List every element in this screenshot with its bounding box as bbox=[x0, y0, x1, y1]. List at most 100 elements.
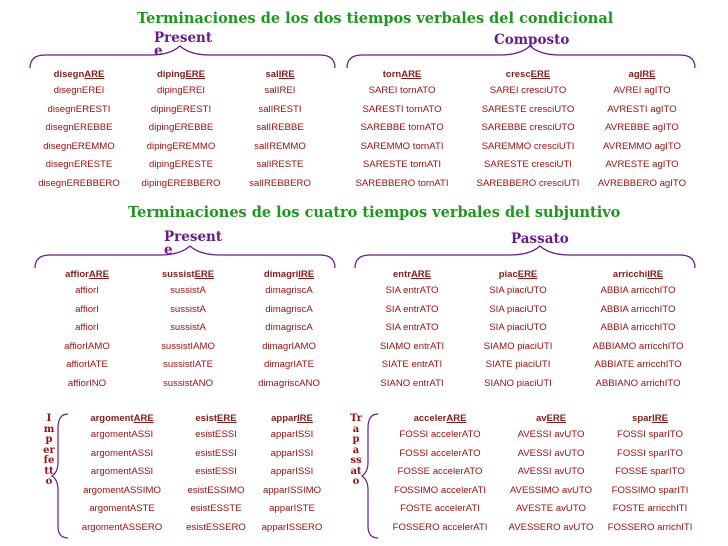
conjugation-cell: apparISSIMO bbox=[262, 484, 322, 496]
conjugation-cell: ABBIAMO arricchITO bbox=[592, 340, 684, 352]
header-stem: disegn bbox=[53, 69, 85, 80]
conjugation-cell: disegnERESTE bbox=[45, 159, 113, 171]
conjugation-cell: SARESTE cresciUTO bbox=[481, 103, 575, 115]
header-ending: ERE bbox=[517, 269, 538, 280]
conjugation-cell: argomentASSERO bbox=[81, 521, 163, 533]
conjugation-cell: AVESTE avUTO bbox=[515, 503, 587, 515]
conjugation-cell: FOSSERO accelerATI bbox=[392, 521, 488, 533]
conjugation-cell: esistESSIMO bbox=[187, 484, 245, 496]
conjugation-cell: AVESSI avUTO bbox=[517, 466, 585, 478]
title-congiuntivo: Terminaciones de los cuatro tiempos verb… bbox=[128, 204, 621, 221]
header-ending: IRE bbox=[647, 269, 664, 280]
conjugation-cell: salIREMMO bbox=[254, 140, 306, 152]
column-header: tornARE bbox=[383, 68, 422, 82]
conjugation-cell: SIATE entrATI bbox=[381, 359, 443, 371]
conjugation-cell: disegnEREMMO bbox=[43, 140, 115, 152]
column-header: sussistERE bbox=[162, 268, 214, 282]
conjugation-cell: SIATE piaciUTI bbox=[485, 359, 551, 371]
conjugation-cell: salIREI bbox=[264, 85, 296, 96]
conjugation-cell: ABBIA arricchITO bbox=[600, 303, 676, 315]
conjugation-cell: affiorI bbox=[75, 322, 99, 334]
header-ending: ARE bbox=[84, 69, 105, 80]
header-stem: affior bbox=[65, 269, 89, 280]
header-stem: cresc bbox=[505, 69, 531, 80]
conjugation-cell: sussistA bbox=[170, 285, 206, 296]
conjugation-cell: FOSTE accelerATI bbox=[400, 503, 480, 515]
header-ending: ERE bbox=[185, 69, 206, 80]
conjugation-cell: SIANO entrATI bbox=[380, 377, 444, 389]
column-header: apparIRE bbox=[271, 412, 313, 426]
subj-passato-column-ere: piacERE SIA piaciUTO SIA piaciUTO SIA piaci… bbox=[448, 268, 588, 394]
header-stem: torn bbox=[382, 69, 402, 80]
conjugation-cell: SIAMO piaciUTI bbox=[483, 340, 553, 352]
column-header: piacERE bbox=[499, 268, 538, 282]
conjugation-cell: affiorINO bbox=[67, 377, 107, 389]
conjugation-cell: SAREBBE tornATO bbox=[360, 122, 444, 134]
column-header: crescERE bbox=[506, 68, 550, 82]
conjugation-cell: SIA piaciUTO bbox=[489, 322, 547, 334]
conjugation-cell: sussistA bbox=[170, 303, 206, 315]
column-header: sparIRE bbox=[632, 412, 668, 426]
conjugation-cell: SIA entrATO bbox=[385, 303, 439, 315]
conjugation-cell: affiorIATE bbox=[66, 359, 108, 371]
conjugation-cell: SIANO piaciUTI bbox=[484, 377, 552, 389]
brace-subj-passato bbox=[354, 245, 696, 269]
header-stem: esist bbox=[195, 413, 218, 424]
conjugation-cell: SARESTE tornATI bbox=[362, 159, 442, 171]
conjugation-cell: sussistA bbox=[170, 322, 206, 334]
column-header: salIRE bbox=[265, 68, 294, 82]
label-subj-passato: Passato bbox=[511, 231, 569, 247]
conjugation-cell: affiorI bbox=[75, 285, 99, 296]
brace-cond-composto bbox=[346, 45, 696, 69]
header-ending: ARE bbox=[446, 413, 467, 424]
conjugation-cell: dipingEREMMO bbox=[146, 140, 216, 152]
conjugation-cell: SAREBBERO tornATI bbox=[355, 177, 449, 189]
conjugation-cell: argomentASSI bbox=[90, 429, 154, 440]
conjugation-cell: dipingERESTE bbox=[149, 159, 213, 171]
conjugation-cell: dimagriscANO bbox=[258, 377, 320, 389]
column-header: arricchiIRE bbox=[613, 268, 663, 282]
conjugation-cell: ABBIA arricchITO bbox=[600, 322, 676, 334]
header-ending: IRE bbox=[278, 69, 295, 80]
subj-imperfetto-column-are: argomentARE argomentASSI argomentASSI argom… bbox=[52, 412, 192, 538]
conjugation-cell: disegnERESTI bbox=[47, 103, 111, 115]
conjugation-cell: ABBIATE arricchITO bbox=[594, 359, 682, 371]
cond-composto-column-ere: crescERE SAREI cresciUTO SARESTE cresciUTO… bbox=[458, 68, 598, 194]
header-stem: sussist bbox=[161, 269, 195, 280]
conjugation-cell: AVREBBE agITO bbox=[605, 122, 679, 134]
conjugation-cell: SAREI tornATO bbox=[368, 85, 436, 96]
conjugation-cell: SIA piaciUTO bbox=[489, 303, 547, 315]
conjugation-cell: FOSSI accelerATO bbox=[399, 429, 481, 440]
conjugation-cell: dipingEREI bbox=[157, 85, 205, 96]
conjugation-cell: SARESTI tornATO bbox=[362, 103, 442, 115]
conjugation-cell: affiorI bbox=[75, 303, 99, 315]
conjugation-cell: FOSSI sparITO bbox=[617, 447, 683, 459]
column-header: entrARE bbox=[393, 268, 431, 282]
header-ending: ARE bbox=[410, 269, 431, 280]
title-condizionale: Terminaciones de los dos tiempos verbale… bbox=[137, 10, 614, 27]
conjugation-cell: SAREBBE cresciUTO bbox=[481, 122, 575, 134]
conjugation-cell: esistESSI bbox=[195, 466, 237, 478]
conjugation-cell: dimagrIATE bbox=[264, 359, 314, 371]
conjugation-cell: SAREBBERO cresciUTI bbox=[476, 177, 580, 189]
header-ending: ERE bbox=[217, 413, 237, 424]
header-stem: appar bbox=[271, 413, 298, 424]
subj-present-column-are: affiorARE affiorI affiorI affiorI affiorIAMO… bbox=[17, 268, 157, 394]
header-stem: acceler bbox=[413, 413, 447, 424]
conjugation-cell: apparISTE bbox=[269, 503, 315, 515]
column-header: accelerARE bbox=[414, 412, 467, 426]
label-subj-presente: Present e bbox=[164, 229, 223, 258]
conjugation-cell: salIREBBERO bbox=[249, 177, 311, 189]
conjugation-cell: AVESSIMO avUTO bbox=[509, 484, 593, 496]
cond-present-column-ire: salIRE salIREI salIRESTI salIREBBE salIREMMO… bbox=[210, 68, 350, 194]
conjugation-cell: apparISSI bbox=[270, 429, 314, 440]
conjugation-cell: SIA entrATO bbox=[385, 322, 439, 334]
conjugation-cell: argomentASTE bbox=[89, 503, 155, 515]
header-ending: IRE bbox=[652, 413, 668, 424]
conjugation-cell: apparISSI bbox=[270, 447, 314, 459]
brace-imperfetto bbox=[50, 413, 69, 539]
conjugation-cell: disegnEREBBERO bbox=[38, 177, 120, 189]
conjugation-cell: apparISSERO bbox=[261, 521, 323, 533]
conjugation-cell: disegnEREI bbox=[53, 85, 105, 96]
column-header: argomentARE bbox=[90, 412, 153, 426]
